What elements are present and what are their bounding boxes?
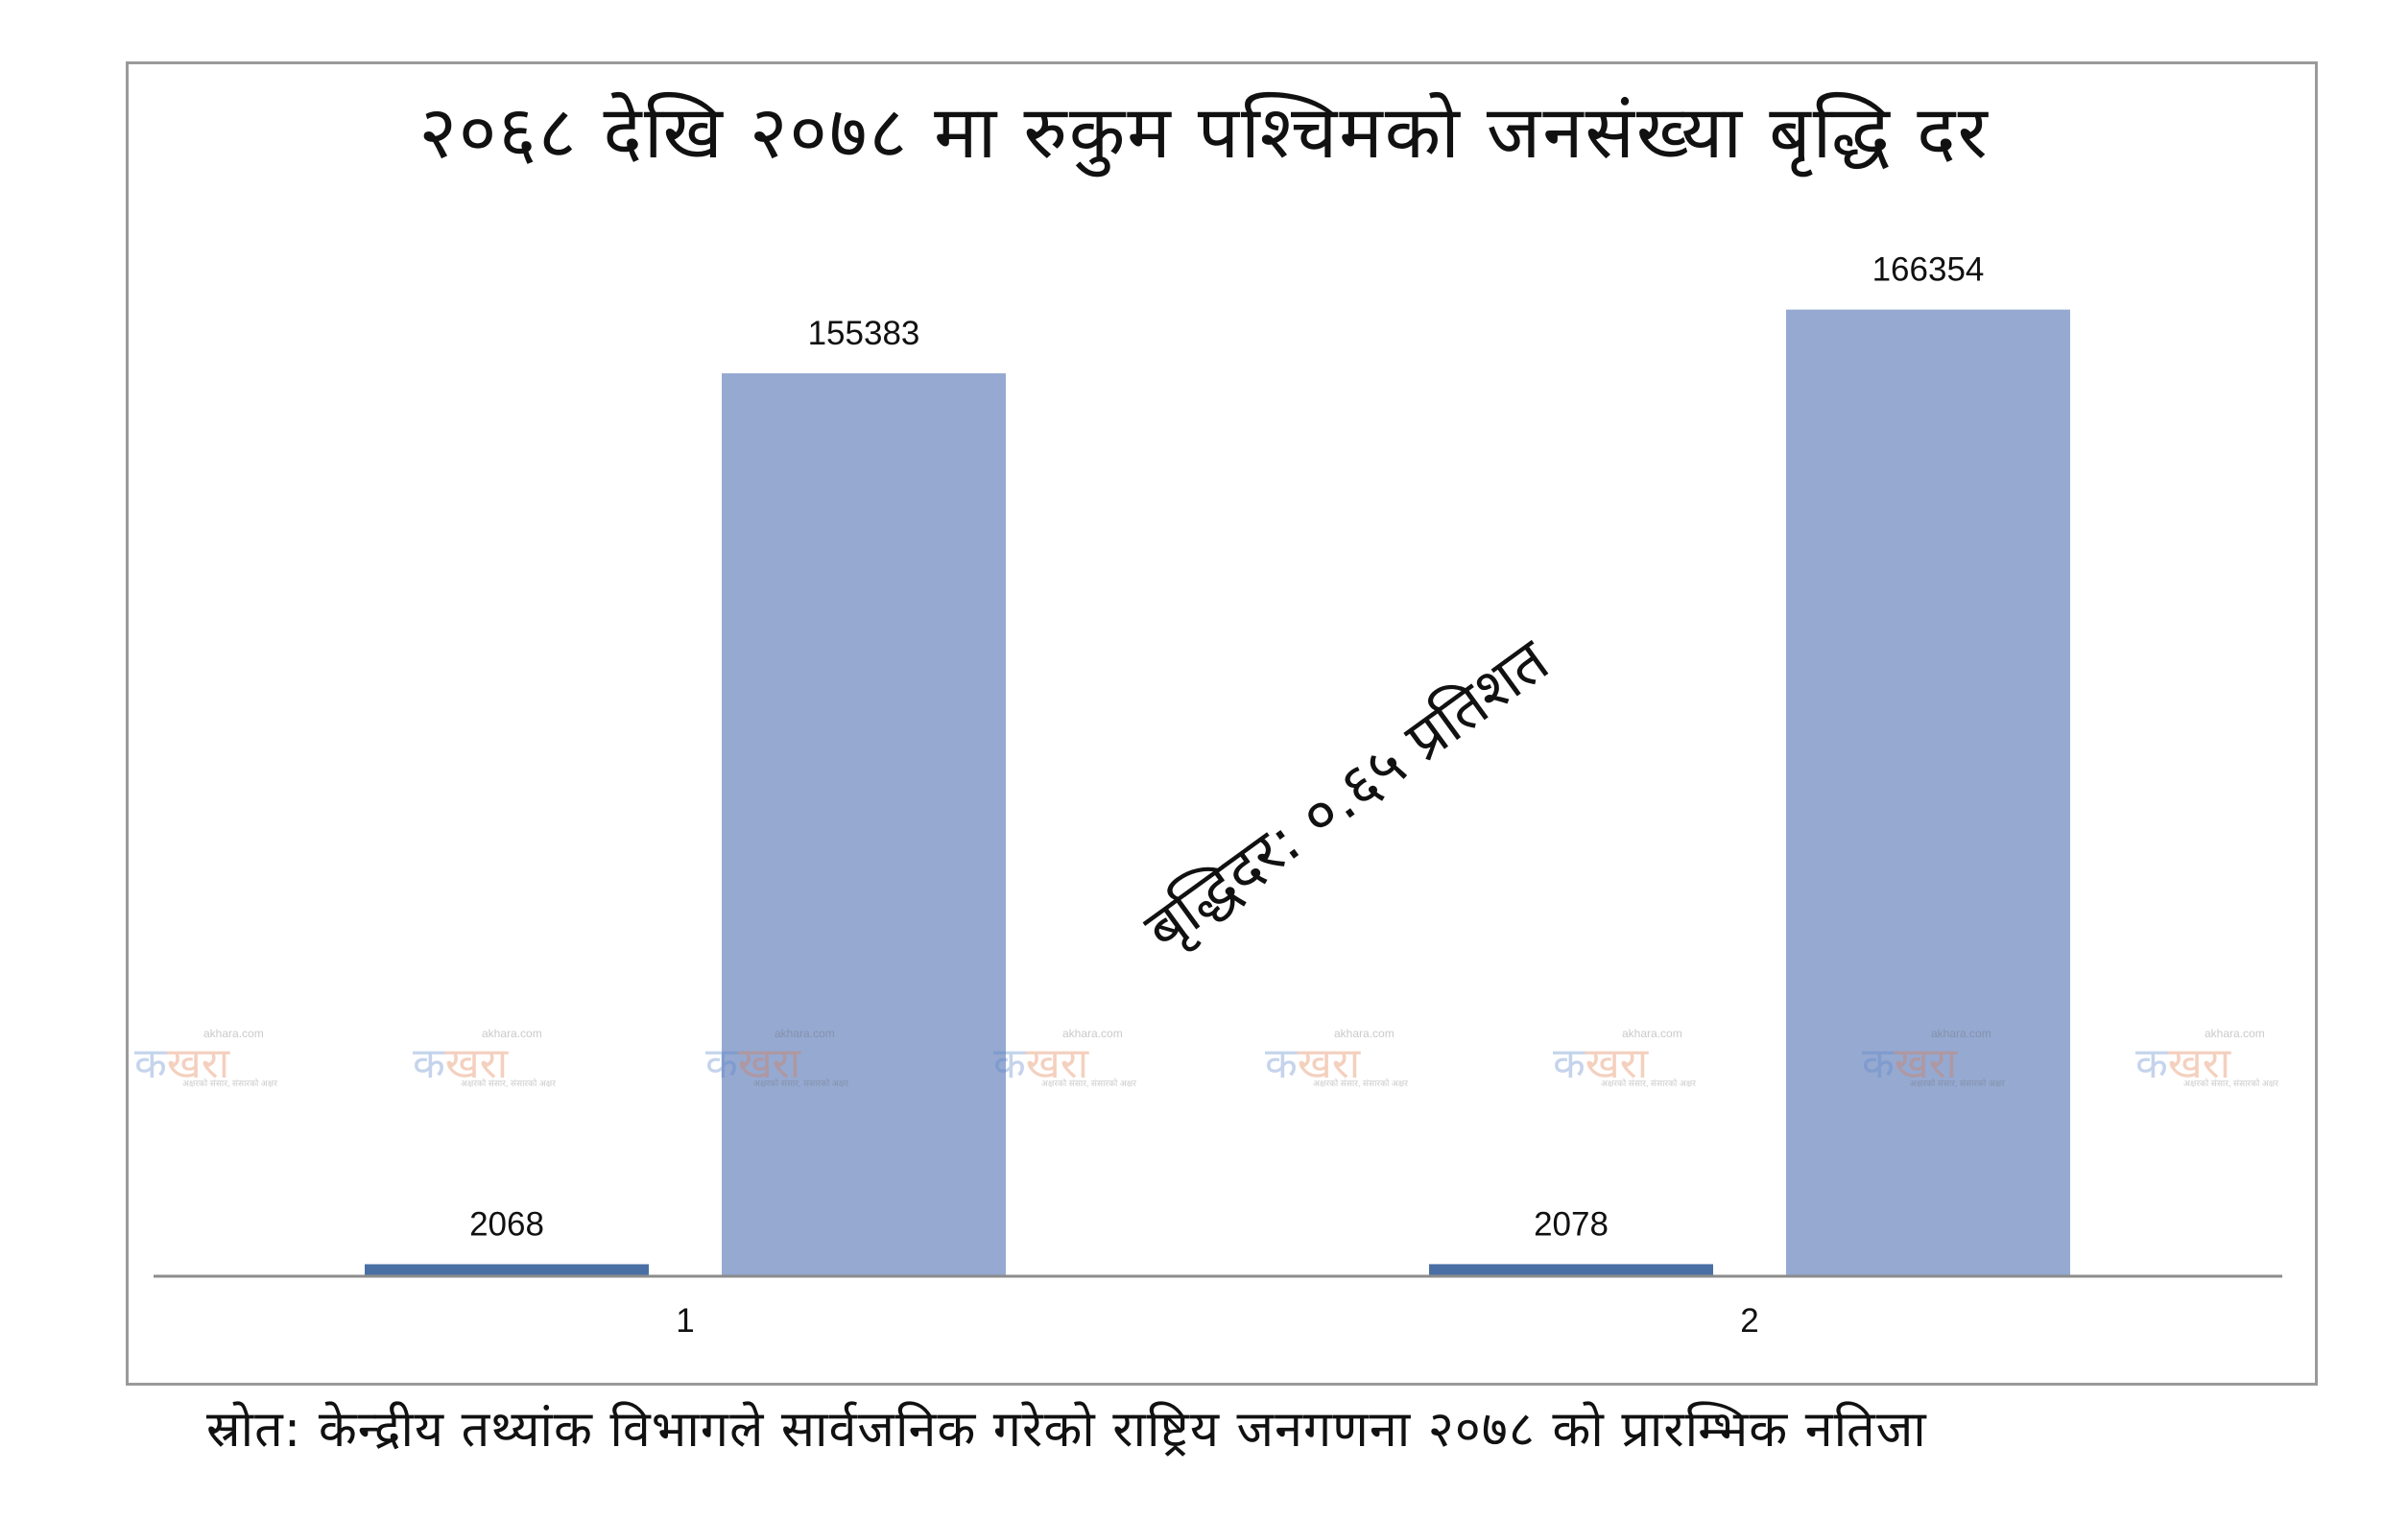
watermark-logo: कखरा akhara.com अक्षरको संसार, संसारको अक्… [134,1027,277,1088]
x-tick-label-1: 1 [676,1302,694,1340]
watermark-logo: कखरा akhara.com अक्षरको संसार, संसारको अक्… [1265,1027,1408,1088]
x-tick-label-2: 2 [1740,1302,1758,1340]
bar-series-1-category-1 [365,1264,649,1276]
chart-title: २०६८ देखि २०७८ मा रुकुम पश्चिमको जनसंख्य… [418,89,1990,175]
data-label-series-1-category-2: 2078 [1534,1205,1609,1243]
bar-series-2-category-1 [722,373,1006,1277]
data-label-series-2-category-1: 155383 [808,315,920,352]
watermark-logo: कखरा akhara.com अक्षरको संसार, संसारको अक्… [705,1027,848,1088]
data-label-series-2-category-2: 166354 [1872,251,1985,289]
source-note: स्रोत: केन्द्रीय तथ्यांक विभागले सार्वजन… [206,1401,1927,1459]
watermark-logo: कखरा akhara.com अक्षरको संसार, संसारको अक्… [413,1027,556,1088]
watermark-logo: कखरा akhara.com अक्षरको संसार, संसारको अक्… [993,1027,1136,1088]
bar-series-2-category-2 [1786,309,2070,1276]
watermark-logo: कखरा akhara.com अक्षरको संसार, संसारको अक्… [1553,1027,1696,1088]
watermark-logo: कखरा akhara.com अक्षरको संसार, संसारको अक्… [2135,1027,2278,1088]
data-label-series-1-category-1: 2068 [469,1205,544,1243]
bar-series-1-category-2 [1429,1264,1713,1276]
watermark-logo: कखरा akhara.com अक्षरको संसार, संसारको अक्… [1862,1027,2005,1088]
chart-frame [126,61,2318,1386]
